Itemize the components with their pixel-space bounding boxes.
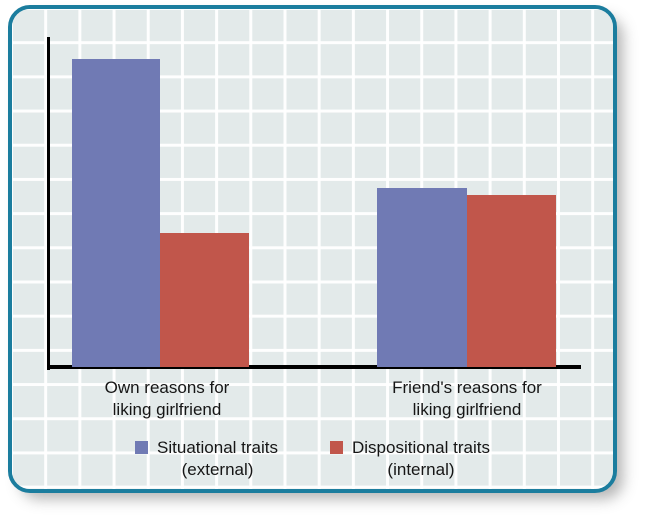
chart-legend: Situational traits (external) Dispositio… [12, 437, 613, 481]
bar-chart-plot-area: Own reasons for liking girlfriend Friend… [12, 9, 613, 489]
bar-friend-situational[interactable] [377, 188, 467, 367]
bar-friend-dispositional[interactable] [467, 194, 556, 367]
bar-own-dispositional[interactable] [160, 233, 249, 367]
legend-item-dispositional[interactable]: Dispositional traits (internal) [330, 437, 490, 481]
legend-label-situational: Situational traits (external) [157, 438, 278, 479]
category-label-friend-reasons: Friend's reasons for liking girlfriend [392, 378, 542, 419]
legend-swatch-icon-situational [135, 441, 149, 454]
bars-layer [12, 9, 613, 367]
legend-label-dispositional: Dispositional traits (internal) [352, 438, 490, 479]
bar-own-situational[interactable] [72, 59, 160, 367]
y-axis-line [47, 37, 50, 370]
x-axis-line [47, 365, 581, 369]
legend-item-situational[interactable]: Situational traits (external) [135, 437, 278, 481]
legend-swatch-icon-dispositional [330, 441, 343, 454]
figure-card: Own reasons for liking girlfriend Friend… [8, 5, 617, 493]
category-label-own-reasons: Own reasons for liking girlfriend [104, 378, 230, 419]
